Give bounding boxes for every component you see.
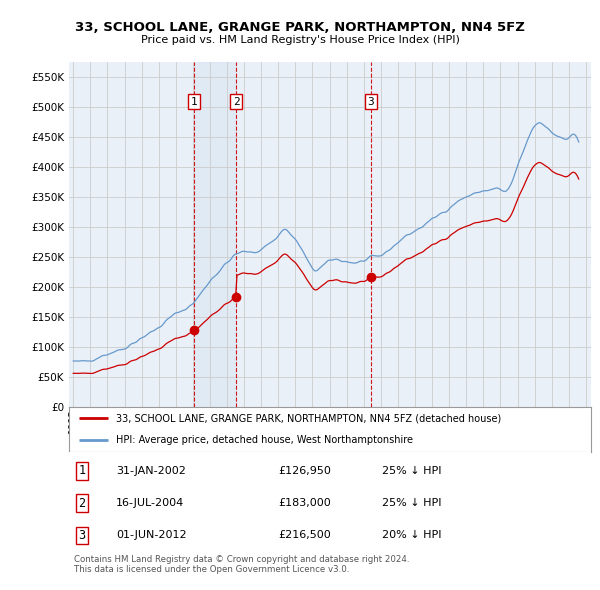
Text: 3: 3 — [367, 97, 374, 107]
Text: HPI: Average price, detached house, West Northamptonshire: HPI: Average price, detached house, West… — [116, 435, 413, 445]
Text: £216,500: £216,500 — [278, 530, 331, 540]
Text: 1: 1 — [79, 464, 86, 477]
Text: 1: 1 — [191, 97, 197, 107]
Text: 25% ↓ HPI: 25% ↓ HPI — [382, 498, 442, 508]
Text: 2: 2 — [79, 497, 86, 510]
Text: 2: 2 — [233, 97, 239, 107]
Text: 25% ↓ HPI: 25% ↓ HPI — [382, 466, 442, 476]
Text: 01-JUN-2012: 01-JUN-2012 — [116, 530, 187, 540]
Text: Price paid vs. HM Land Registry's House Price Index (HPI): Price paid vs. HM Land Registry's House … — [140, 35, 460, 45]
Text: £183,000: £183,000 — [278, 498, 331, 508]
Text: 3: 3 — [79, 529, 86, 542]
Text: 33, SCHOOL LANE, GRANGE PARK, NORTHAMPTON, NN4 5FZ: 33, SCHOOL LANE, GRANGE PARK, NORTHAMPTO… — [75, 21, 525, 34]
Text: 16-JUL-2004: 16-JUL-2004 — [116, 498, 184, 508]
Bar — [194, 62, 236, 407]
Text: £126,950: £126,950 — [278, 466, 331, 476]
Text: 31-JAN-2002: 31-JAN-2002 — [116, 466, 186, 476]
Text: Contains HM Land Registry data © Crown copyright and database right 2024.
This d: Contains HM Land Registry data © Crown c… — [74, 555, 410, 574]
Text: 20% ↓ HPI: 20% ↓ HPI — [382, 530, 442, 540]
Text: 33, SCHOOL LANE, GRANGE PARK, NORTHAMPTON, NN4 5FZ (detached house): 33, SCHOOL LANE, GRANGE PARK, NORTHAMPTO… — [116, 413, 501, 423]
